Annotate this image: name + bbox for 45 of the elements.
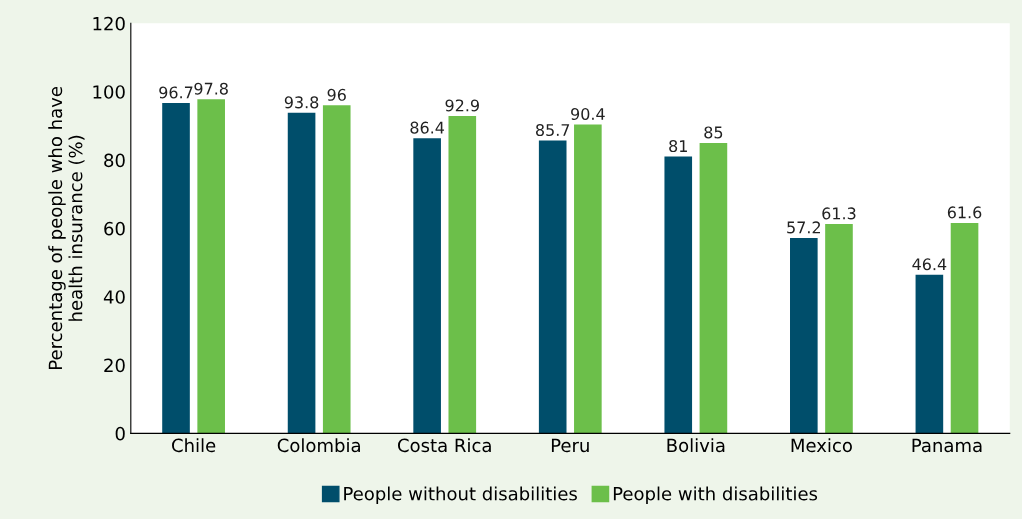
y-tick-label: 20 — [104, 358, 125, 373]
bar — [538, 140, 567, 434]
legend-label: People without disabilities — [344, 486, 577, 504]
y-tick-label: 120 — [93, 16, 125, 31]
data-label: 61.6 — [947, 206, 982, 219]
bar — [915, 274, 944, 434]
bar — [287, 112, 316, 434]
bar — [574, 124, 602, 434]
data-label: 97.8 — [194, 82, 228, 95]
data-label: 92.9 — [445, 99, 479, 112]
data-label: 81 — [669, 140, 687, 153]
x-tick-label: Chile — [172, 438, 216, 453]
y-tick-label: 40 — [103, 290, 125, 304]
y-tick-label: 80 — [104, 153, 125, 168]
y-tick-label: 60 — [104, 221, 125, 236]
data-label: 85 — [704, 126, 723, 139]
x-tick-label: Peru — [551, 438, 589, 453]
bar — [664, 156, 693, 434]
bar — [322, 105, 351, 434]
y-tick-label: 0 — [115, 426, 125, 441]
legend-label: People with disabilities — [613, 486, 818, 504]
data-label: 61.3 — [822, 207, 856, 220]
x-tick-label: Bolivia — [667, 438, 725, 453]
data-label: 96 — [327, 88, 346, 101]
data-label: 86.4 — [410, 121, 445, 134]
data-label: 85.7 — [536, 123, 570, 137]
bar — [699, 142, 728, 434]
data-label: 90.4 — [571, 107, 605, 121]
data-label: 93.8 — [284, 96, 319, 109]
x-tick-label: Colombia — [277, 438, 360, 453]
bar — [825, 223, 853, 434]
bar — [950, 222, 979, 434]
bar — [162, 102, 190, 434]
x-tick-label: Panama — [912, 438, 982, 453]
x-tick-label: Costa Rica — [397, 438, 491, 453]
data-label: 46.4 — [912, 258, 947, 271]
bar — [448, 115, 477, 434]
bar — [413, 138, 441, 434]
x-tick-label: Mexico — [791, 438, 852, 453]
y-tick-label: 100 — [93, 85, 125, 99]
data-label: 57.2 — [787, 221, 820, 234]
y-axis-title: Percentage of people who have health insurance (%) — [48, 86, 85, 369]
data-label: 96.7 — [159, 86, 193, 99]
bar — [197, 99, 225, 434]
bar — [790, 237, 818, 434]
